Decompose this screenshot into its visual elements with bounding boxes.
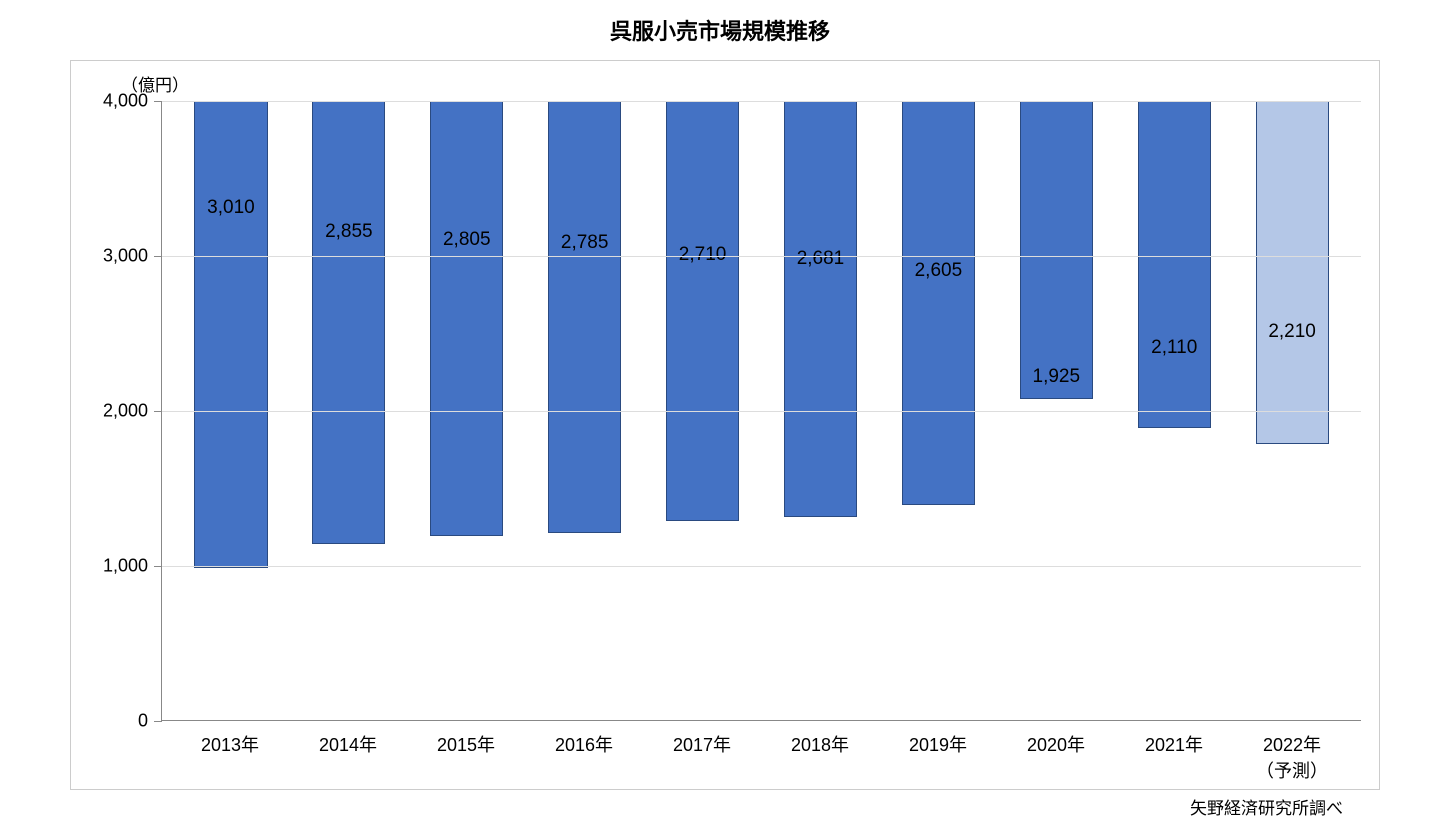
chart-title: 呉服小売市場規模推移 [0, 0, 1440, 46]
x-axis-label: 2015年 [407, 731, 525, 757]
x-axis-sublabel: （予測） [1233, 757, 1351, 783]
x-axis-label: 2016年 [525, 731, 643, 757]
bar-value-label: 2,110 [1151, 337, 1197, 365]
x-axis-labels: 2013年2014年2015年2016年2017年2018年2019年2020年… [161, 731, 1361, 757]
x-axis-sublabel [1115, 757, 1233, 783]
x-axis-sublabel [407, 757, 525, 783]
x-axis-sublabel [289, 757, 407, 783]
bar [430, 101, 503, 536]
bar-value-label: 2,710 [679, 244, 727, 272]
x-axis-sublabel [997, 757, 1115, 783]
x-axis-label: 2013年 [171, 731, 289, 757]
bar [1256, 101, 1329, 444]
bar-value-label: 2,855 [325, 221, 373, 249]
x-axis-label: 2020年 [997, 731, 1115, 757]
plot-area: 3,0102,8552,8052,7852,7102,6812,6051,925… [161, 101, 1361, 721]
bar-value-label: 3,010 [207, 197, 255, 225]
bar [548, 101, 621, 533]
bar [1020, 101, 1093, 399]
gridline [162, 101, 1361, 102]
bar [784, 101, 857, 517]
chart-frame: （億円） 3,0102,8552,8052,7852,7102,6812,605… [70, 60, 1380, 790]
bar-value-label: 2,210 [1268, 321, 1316, 349]
y-tick-label: 1,000 [103, 556, 162, 577]
bar-value-label: 2,805 [443, 229, 491, 257]
x-axis-label: 2018年 [761, 731, 879, 757]
y-tick-label: 3,000 [103, 246, 162, 267]
x-axis-sublabels: （予測） [161, 757, 1361, 783]
bar [902, 101, 975, 505]
bar [194, 101, 267, 568]
x-axis-sublabel [643, 757, 761, 783]
x-axis-label: 2019年 [879, 731, 997, 757]
bar-value-label: 1,925 [1033, 366, 1081, 394]
gridline [162, 566, 1361, 567]
bar [312, 101, 385, 544]
gridline [162, 411, 1361, 412]
x-axis-label: 2022年 [1233, 731, 1351, 757]
x-axis-label: 2017年 [643, 731, 761, 757]
y-tick-label: 4,000 [103, 91, 162, 112]
gridline [162, 256, 1361, 257]
bar-value-label: 2,605 [915, 260, 963, 288]
y-tick-label: 0 [138, 711, 162, 732]
x-axis-label: 2021年 [1115, 731, 1233, 757]
source-label: 矢野経済研究所調べ [1190, 794, 1343, 819]
x-axis-sublabel [171, 757, 289, 783]
x-axis-sublabel [525, 757, 643, 783]
y-tick-label: 2,000 [103, 401, 162, 422]
x-axis-sublabel [761, 757, 879, 783]
x-axis-label: 2014年 [289, 731, 407, 757]
bar [666, 101, 739, 521]
bar-value-label: 2,681 [797, 248, 845, 276]
bar [1138, 101, 1211, 428]
x-axis-sublabel [879, 757, 997, 783]
